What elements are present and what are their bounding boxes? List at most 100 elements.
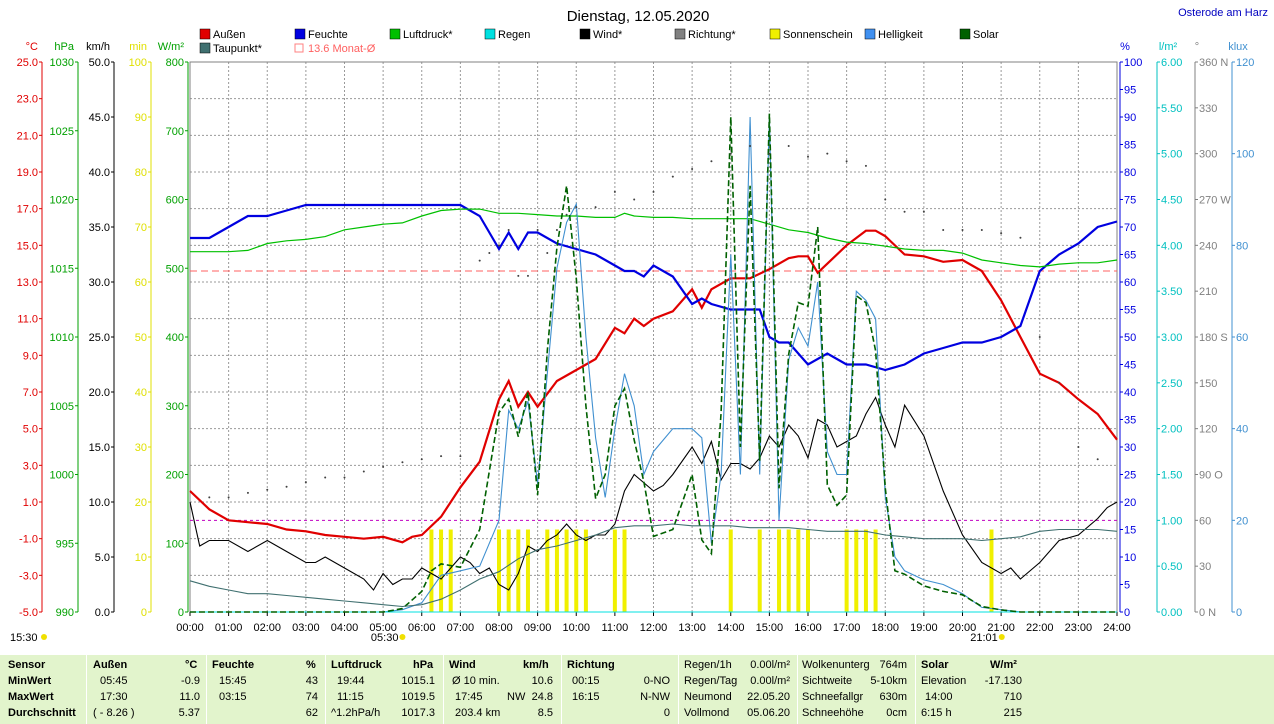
x-tick-label: 09:00 <box>524 622 552 634</box>
legend-swatch <box>294 28 306 40</box>
legend-label: Luftdruck* <box>403 29 453 41</box>
direction-point <box>555 229 558 232</box>
direction-point <box>1096 458 1099 461</box>
sichtweite-val: 5-10km <box>870 675 907 687</box>
direction-point <box>401 461 404 464</box>
axis-tick-label: 30.0 <box>89 277 110 289</box>
series-feuchte <box>190 203 1118 372</box>
direction-point <box>517 274 520 277</box>
legend-label: 13.6 Monat-Ø <box>308 43 376 55</box>
series-auen <box>189 229 1118 544</box>
sunshine-bar <box>863 529 868 612</box>
x-tick-label: 23:00 <box>1065 622 1093 634</box>
axis-tick-label: 0.50 <box>1161 561 1182 573</box>
axis-tick-label: 20 <box>1236 515 1248 527</box>
sunshine-bar <box>757 529 762 612</box>
solar-avg-val: 215 <box>1003 707 1022 719</box>
direction-point <box>507 229 510 232</box>
sunshine-bar <box>545 529 550 612</box>
axis-tick-label: 4.50 <box>1161 195 1182 207</box>
chart-background <box>0 0 1274 655</box>
x-tick-label: 24:00 <box>1103 622 1131 634</box>
series-taupunkt <box>189 523 1118 608</box>
sunset-marker-dot <box>998 634 1005 640</box>
x-tick-label: 10:00 <box>562 622 590 634</box>
legend-label: Außen <box>213 29 245 41</box>
axis-tick-label: 2.50 <box>1161 378 1182 390</box>
axis-label: hPa <box>54 41 74 53</box>
axis-tick-label: 40 <box>1124 387 1136 399</box>
legend-swatch <box>579 28 591 40</box>
neumond-val: 22.05.20 <box>747 691 790 703</box>
x-tick-label: 06:00 <box>408 622 436 634</box>
axis-tick-label: 90 O <box>1199 470 1223 482</box>
weather-chart: Dienstag, 12.05.2020 Osterode am Harz Au… <box>0 0 1274 655</box>
legend-label: Taupunkt* <box>213 43 263 55</box>
legend: Außen Feuchte Luftdruck* Regen Wind* Richtung… <box>199 28 999 55</box>
sunshine-bar <box>448 529 453 612</box>
direction-point <box>633 198 636 201</box>
direction-point <box>826 152 829 155</box>
vollmond-label: Vollmond <box>684 707 730 719</box>
legend-swatch <box>199 42 211 54</box>
minwert-label: MinWert <box>8 675 52 687</box>
direction-point <box>227 496 230 499</box>
schneehoehe-label: Schneehöhe <box>802 707 864 719</box>
wind-max-time: 17:45 <box>455 691 483 703</box>
axis-tick-label: 500 <box>166 263 184 275</box>
axis-tick-label: 4.00 <box>1161 240 1182 252</box>
legend-swatch <box>199 28 211 40</box>
axis-tick-label: 60 <box>1124 277 1136 289</box>
axis-tick-label: 6.00 <box>1161 57 1182 69</box>
sunshine-bar <box>516 529 521 612</box>
axis-tick-label: 120 <box>1236 57 1254 69</box>
wolkenunterg-val: 764m <box>879 659 907 671</box>
axis-tick-label: 300 <box>1199 149 1217 161</box>
schneefallgr-val: 630m <box>879 691 907 703</box>
sunshine-bar <box>728 529 733 612</box>
legend-label: Helligkeit <box>878 29 923 41</box>
sunshine-bar <box>854 529 859 612</box>
x-tick-label: 18:00 <box>871 622 899 634</box>
series-luftdruck <box>190 208 1118 268</box>
series-richtung <box>208 145 1099 499</box>
aussen-unit: °C <box>185 659 198 671</box>
direction-point <box>652 190 655 193</box>
axis-tick-label: 15.0 <box>89 442 110 454</box>
solar-header: Solar <box>921 659 949 671</box>
regen-1h-val: 0.00l/m² <box>750 659 790 671</box>
axis-tick-label: 5.00 <box>1161 149 1182 161</box>
axis-tick-label: 30 <box>1124 442 1136 454</box>
direction-point <box>246 491 249 494</box>
direction-point <box>729 152 732 155</box>
axis-tick-label: 45.0 <box>89 112 110 124</box>
axis-tick-label: 40 <box>135 387 147 399</box>
direction-point <box>594 206 597 209</box>
wind-header: Wind <box>449 659 476 671</box>
sunshine-bar <box>525 529 530 612</box>
direction-point <box>420 458 423 461</box>
axis-tick-label: 5.0 <box>95 552 110 564</box>
x-tick-label: 02:00 <box>253 622 281 634</box>
axis-tick-label: -5.0 <box>19 607 38 619</box>
axis-tick-label: 1005 <box>50 401 74 413</box>
sunshine-bar <box>989 529 994 612</box>
axis-tick-label: 35 <box>1124 415 1136 427</box>
direction-point <box>478 259 481 262</box>
axis-tick-label: 0 <box>1124 607 1130 619</box>
axis-tick-label: 0 <box>141 607 147 619</box>
axis-tick-label: 100 <box>1124 57 1142 69</box>
feuchte-avg-val: 62 <box>305 707 318 719</box>
legend-swatch <box>484 28 496 40</box>
axis-tick-label: 80 <box>1124 167 1136 179</box>
sunrise-marker-label: 05:30 <box>371 632 399 644</box>
richtung-max-time: 16:15 <box>572 691 600 703</box>
sunshine-bar <box>497 529 501 612</box>
maxwert-label: MaxWert <box>8 691 54 703</box>
axis-label: % <box>1120 41 1130 53</box>
direction-point <box>343 476 346 479</box>
axis-tick-label: 30 <box>135 442 147 454</box>
axis-tick-label: 400 <box>166 332 184 344</box>
legend-swatch <box>294 43 304 53</box>
luftdruck-min-time: 19:44 <box>337 675 365 687</box>
